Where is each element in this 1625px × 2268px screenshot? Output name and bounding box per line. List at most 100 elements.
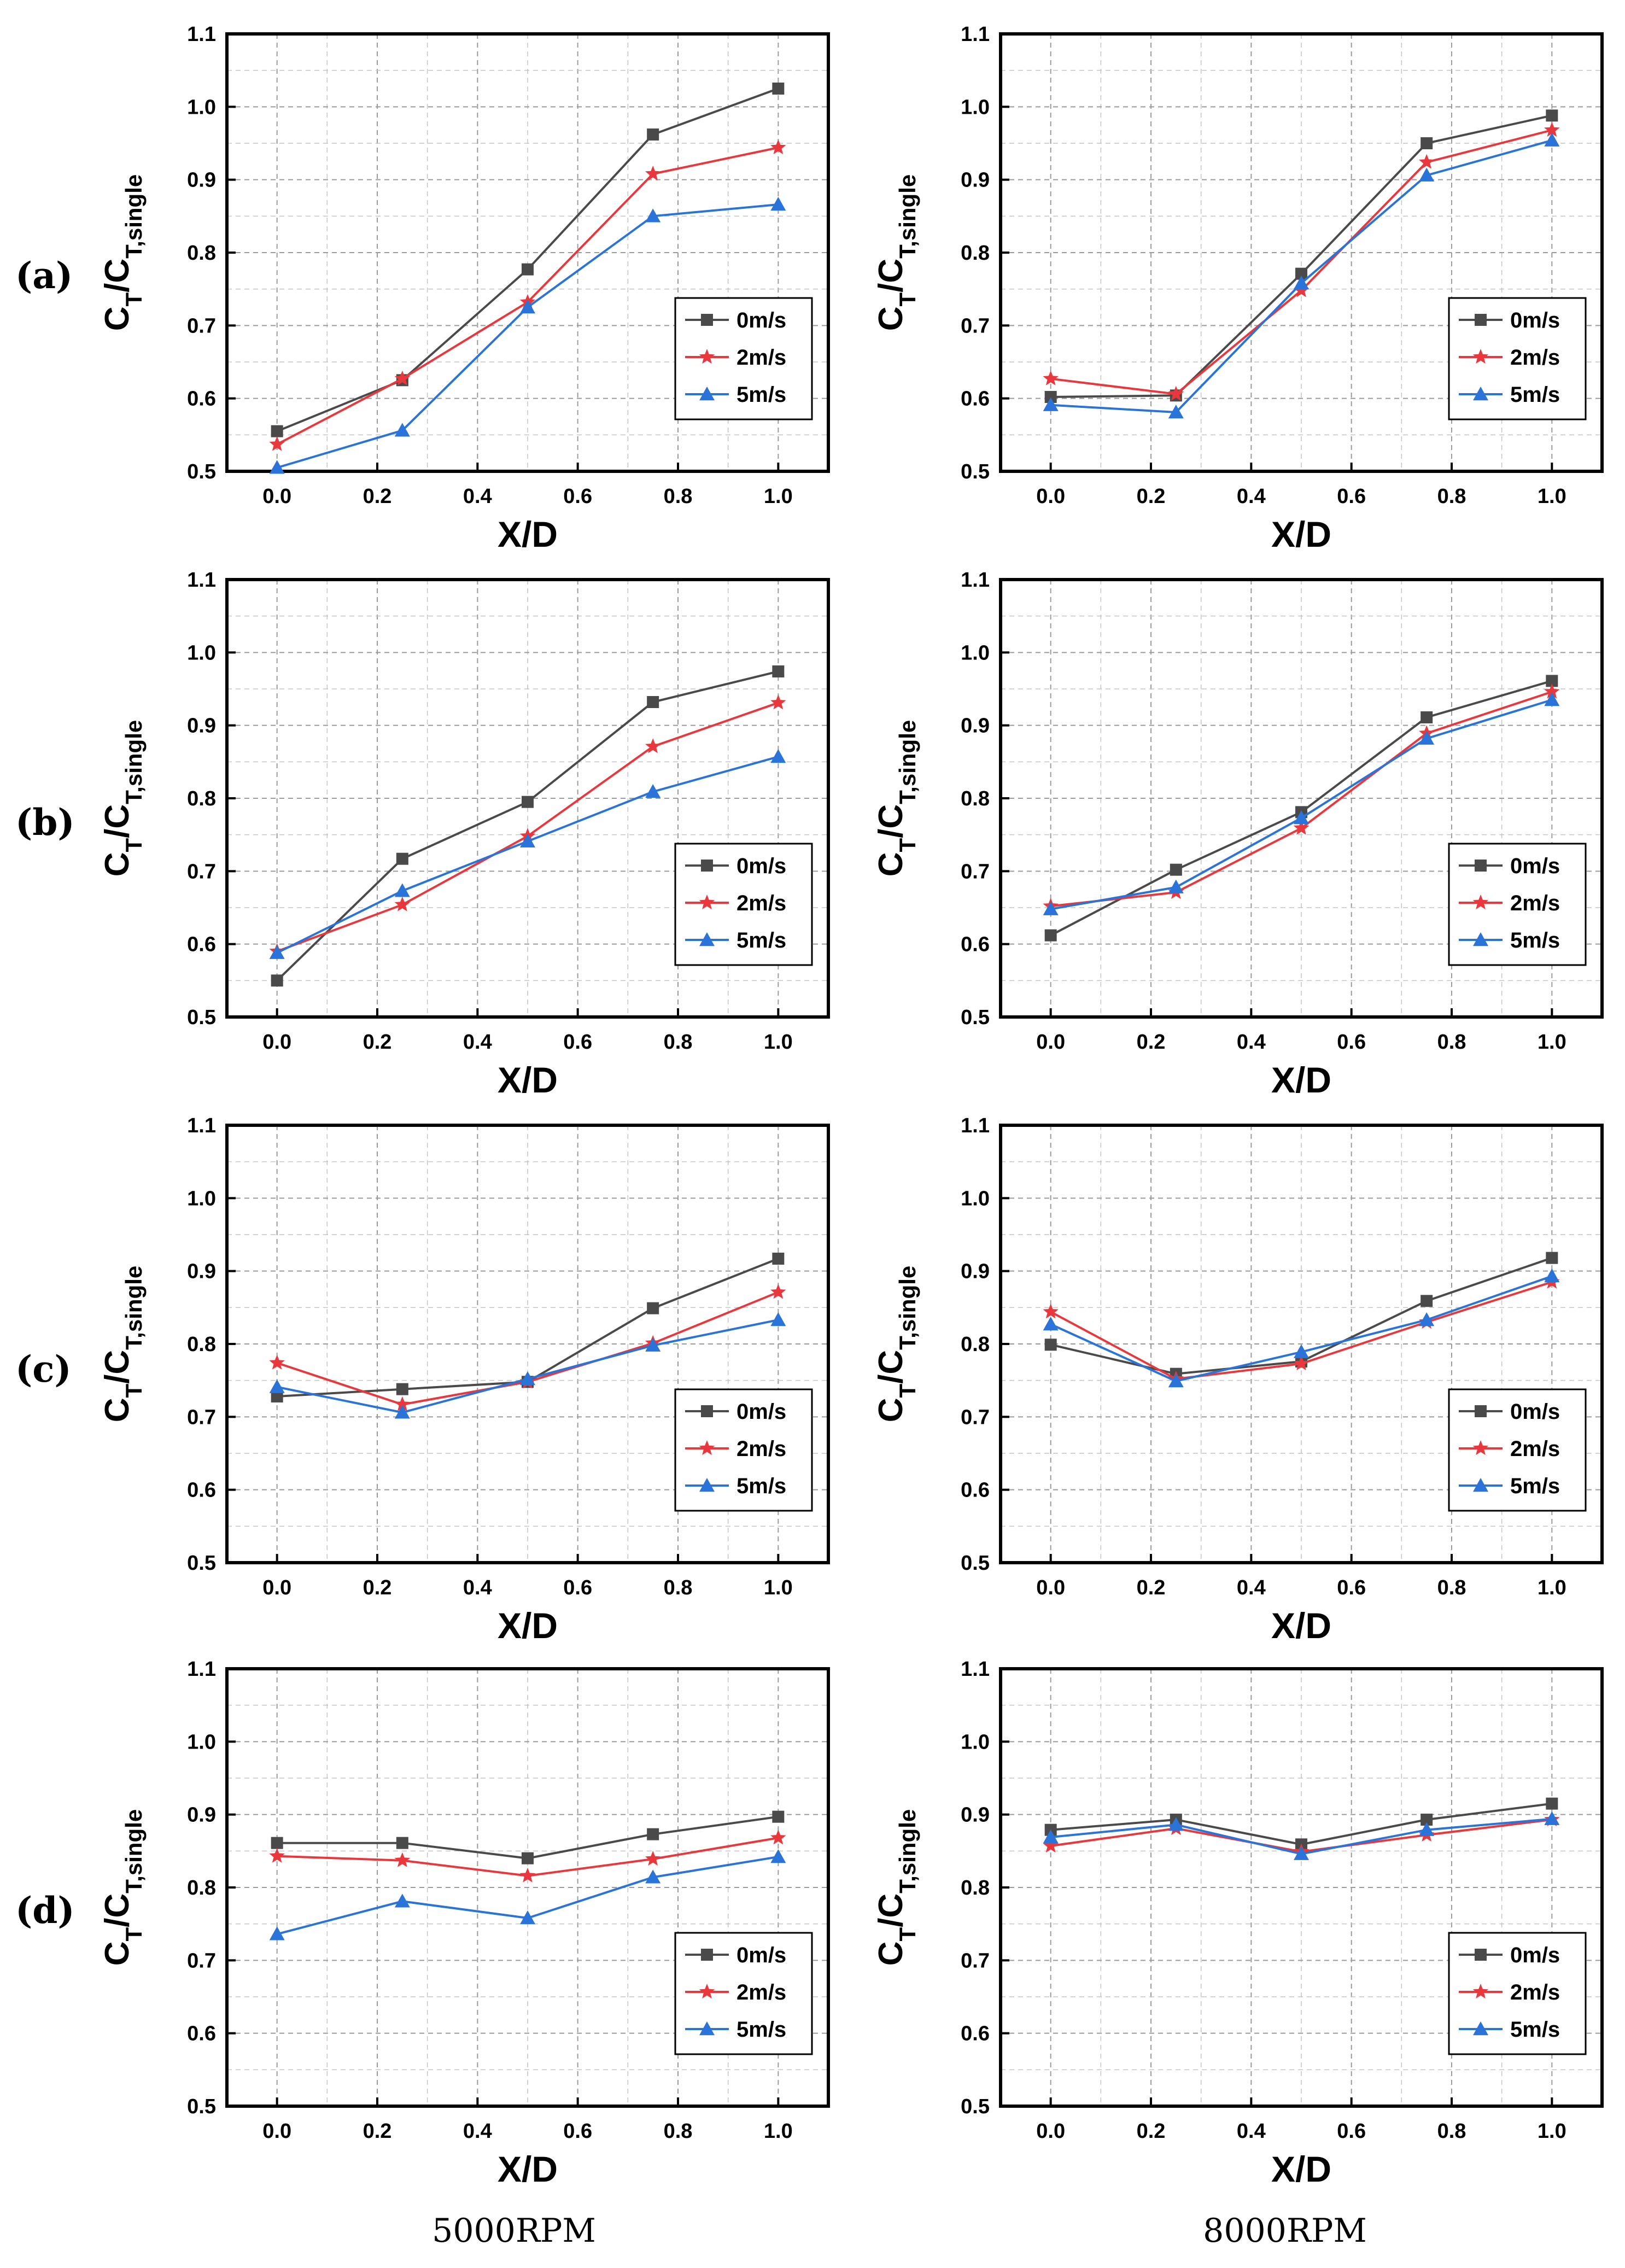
y-tick-label: 0.8 bbox=[187, 1877, 216, 1899]
legend-label-2m-s: 2m/s bbox=[1510, 1980, 1560, 2004]
x-tick-label: 0.0 bbox=[1036, 485, 1065, 508]
x-axis-label: X/D bbox=[498, 1060, 558, 1100]
legend-marker-5m-s bbox=[1473, 1478, 1488, 1492]
x-tick-label: 0.4 bbox=[463, 1031, 492, 1054]
legend-marker-0m-s bbox=[1475, 860, 1487, 872]
data-point-2m-s bbox=[1168, 385, 1184, 401]
x-tick-label: 0.4 bbox=[1237, 2120, 1266, 2143]
legend: 0m/s 2m/s 5m/s bbox=[674, 297, 813, 420]
data-point-0m-s bbox=[271, 1390, 283, 1402]
x-tick-label: 0.4 bbox=[1237, 1576, 1266, 1599]
legend-marker-0m-s bbox=[1475, 314, 1487, 326]
data-point-5m-s bbox=[1294, 276, 1309, 290]
data-point-0m-s bbox=[1170, 863, 1182, 876]
x-axis-label: X/D bbox=[1271, 1605, 1331, 1646]
data-point-0m-s bbox=[647, 1828, 659, 1840]
series-0m-s bbox=[271, 665, 785, 987]
data-point-5m-s bbox=[1043, 901, 1059, 915]
y-tick-label: 0.8 bbox=[961, 242, 990, 265]
data-point-5m-s bbox=[1544, 1269, 1560, 1283]
legend-marker-2m-s bbox=[699, 349, 715, 364]
data-point-0m-s bbox=[1421, 137, 1433, 149]
y-tick-label: 0.9 bbox=[187, 1804, 216, 1827]
data-point-5m-s bbox=[1168, 1373, 1184, 1388]
legend-marker-2m-s bbox=[1472, 895, 1489, 910]
legend-box bbox=[674, 1932, 813, 2055]
y-axis-label: CT/CT,single bbox=[98, 1809, 147, 1966]
legend-label-0m-s: 0m/s bbox=[1510, 854, 1560, 878]
x-axis-label: X/D bbox=[1271, 514, 1331, 554]
y-tick-label: 0.8 bbox=[187, 242, 216, 265]
data-point-5m-s bbox=[1419, 1312, 1435, 1326]
legend-label-5m-s: 5m/s bbox=[1510, 383, 1560, 407]
data-point-5m-s bbox=[1043, 1829, 1059, 1844]
data-point-5m-s bbox=[520, 300, 535, 314]
data-point-0m-s bbox=[1421, 1814, 1433, 1826]
data-point-0m-s bbox=[1546, 1252, 1558, 1264]
series-5m-s bbox=[269, 749, 786, 959]
series-5m-s bbox=[269, 1849, 786, 1940]
legend-marker-0m-s bbox=[701, 1405, 713, 1417]
data-point-2m-s bbox=[1544, 122, 1560, 137]
y-tick-label: 1.1 bbox=[187, 1114, 216, 1137]
legend-label-0m-s: 0m/s bbox=[1510, 308, 1560, 332]
y-tick-label: 1.0 bbox=[187, 1187, 216, 1210]
data-point-5m-s bbox=[1419, 1822, 1435, 1836]
y-tick-label: 0.7 bbox=[961, 1406, 990, 1429]
y-tick-label: 1.0 bbox=[961, 96, 990, 119]
legend-label-0m-s: 0m/s bbox=[736, 1400, 786, 1424]
legend-label-2m-s: 2m/s bbox=[1510, 891, 1560, 915]
x-tick-label: 0.2 bbox=[1137, 485, 1166, 508]
y-tick-label: 0.6 bbox=[961, 2023, 990, 2045]
x-tick-label: 1.0 bbox=[1538, 1031, 1566, 1054]
y-tick-label: 0.5 bbox=[961, 460, 990, 483]
y-tick-label: 1.0 bbox=[961, 1731, 990, 1753]
x-tick-label: 0.4 bbox=[1237, 1031, 1266, 1054]
chart-b-5000rpm: 0.0 0.2 0.4 0.6 0.8 1.0 0.5 0.6 0.7 0.8 0.9 1.0 1.1 X… bbox=[98, 569, 830, 1100]
chart-a-8000rpm: 0.0 0.2 0.4 0.6 0.8 1.0 0.5 0.6 0.7 0.8 0.9 1.0 1.1 X… bbox=[872, 23, 1604, 554]
series-5m-s bbox=[1043, 1269, 1560, 1388]
data-point-5m-s bbox=[1168, 1817, 1184, 1831]
y-tick-label: 0.7 bbox=[961, 1949, 990, 1972]
x-tick-label: 1.0 bbox=[1538, 2120, 1566, 2143]
legend-marker-5m-s bbox=[699, 387, 715, 401]
x-tick-label: 0.2 bbox=[363, 2120, 392, 2143]
y-tick-label: 0.8 bbox=[187, 1333, 216, 1356]
series-0m-s bbox=[1044, 1797, 1558, 1851]
legend-box bbox=[674, 1388, 813, 1512]
data-point-0m-s bbox=[396, 852, 408, 865]
legend-marker-2m-s bbox=[1472, 1984, 1489, 1999]
legend-label-5m-s: 5m/s bbox=[1510, 1474, 1560, 1498]
data-point-2m-s bbox=[645, 738, 661, 753]
x-tick-label: 0.8 bbox=[1437, 485, 1466, 508]
legend-label-0m-s: 0m/s bbox=[736, 308, 786, 332]
data-point-2m-s bbox=[1418, 154, 1435, 169]
x-axis-label: X/D bbox=[498, 2149, 558, 2189]
data-point-0m-s bbox=[647, 1302, 659, 1314]
data-point-2m-s bbox=[394, 370, 411, 385]
row-label-c: (c) bbox=[15, 1348, 72, 1390]
legend-label-5m-s: 5m/s bbox=[736, 383, 786, 407]
y-tick-label: 0.8 bbox=[187, 787, 216, 810]
data-point-0m-s bbox=[1044, 929, 1057, 942]
y-tick-label: 1.0 bbox=[961, 1187, 990, 1210]
data-point-0m-s bbox=[271, 974, 283, 987]
data-point-5m-s bbox=[394, 1893, 410, 1908]
y-tick-label: 0.6 bbox=[187, 2023, 216, 2045]
series-2m-s bbox=[1043, 122, 1560, 401]
data-point-0m-s bbox=[1546, 675, 1558, 687]
data-point-0m-s bbox=[772, 83, 785, 95]
legend: 0m/s 2m/s 5m/s bbox=[674, 1932, 813, 2055]
legend-box bbox=[1448, 843, 1587, 966]
y-tick-label: 1.1 bbox=[187, 23, 216, 46]
data-point-5m-s bbox=[1544, 132, 1560, 147]
data-point-2m-s bbox=[1043, 1303, 1059, 1319]
data-point-0m-s bbox=[772, 1810, 785, 1823]
legend-marker-5m-s bbox=[699, 2021, 715, 2036]
y-tick-label: 0.9 bbox=[961, 1260, 990, 1283]
data-point-5m-s bbox=[269, 460, 285, 474]
y-tick-label: 1.1 bbox=[961, 23, 990, 46]
legend-marker-0m-s bbox=[1475, 1405, 1487, 1417]
data-point-5m-s bbox=[645, 784, 661, 798]
